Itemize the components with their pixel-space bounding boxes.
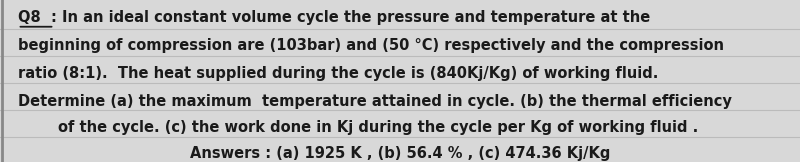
Text: Q8  : In an ideal constant volume cycle the pressure and temperature at the: Q8 : In an ideal constant volume cycle t…: [18, 10, 650, 24]
Text: beginning of compression are (103bar) and (50 °C) respectively and the compressi: beginning of compression are (103bar) an…: [18, 38, 724, 53]
Text: Determine (a) the maximum  temperature attained in cycle. (b) the thermal effici: Determine (a) the maximum temperature at…: [18, 94, 731, 109]
Text: ratio (8:1).  The heat supplied during the cycle is (840Kj/Kg) of working fluid.: ratio (8:1). The heat supplied during th…: [18, 66, 658, 81]
Text: Answers : (a) 1925 K , (b) 56.4 % , (c) 474.36 Kj/Kg: Answers : (a) 1925 K , (b) 56.4 % , (c) …: [190, 146, 610, 161]
Text: of the cycle. (c) the work done in Kj during the cycle per Kg of working fluid .: of the cycle. (c) the work done in Kj du…: [58, 120, 698, 135]
